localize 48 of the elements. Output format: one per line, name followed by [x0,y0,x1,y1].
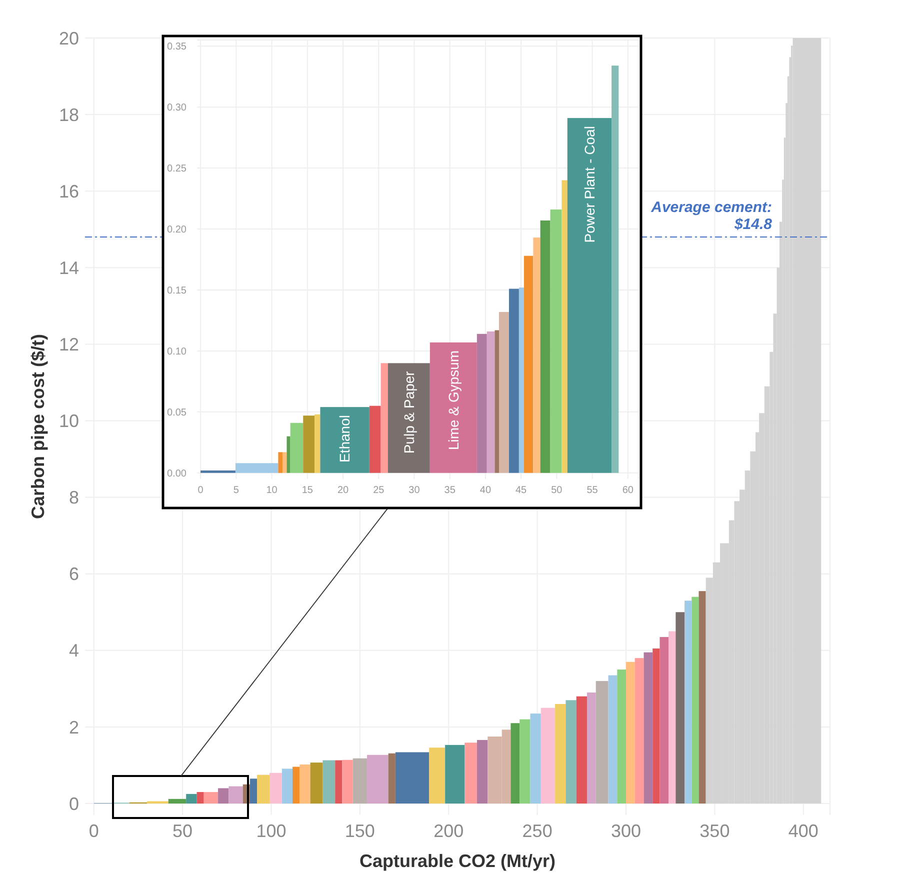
x-tick-label: 50 [551,485,563,496]
y-tick-label: 6 [68,564,79,584]
x-tick-label: 50 [172,821,193,841]
x-tick-label: 0 [88,821,99,841]
y-tick-label: 16 [58,181,79,202]
x-tick-label: 40 [480,485,492,496]
x-tick-label: 25 [373,485,385,496]
x-tick-label: 35 [444,485,456,496]
y-tick-label: 0.30 [167,102,187,114]
x-tick-label: 400 [788,821,818,841]
x-tick-label: 10 [266,485,278,496]
x-tick-label: 60 [622,485,634,496]
x-tick-label: 300 [610,821,642,841]
y-tick-label: 20 [58,28,79,48]
y-tick-label: 8 [68,488,79,508]
y-tick-label: 10 [58,411,79,432]
x-tick-label: 100 [256,821,286,841]
x-tick-label: 350 [700,821,730,841]
y-tick-label: 0.35 [167,42,187,53]
annotation: Pulp & Paper [400,370,417,454]
y-tick-label: 2 [68,717,79,738]
annotation: Ethanol [336,415,353,463]
y-tick-label: 0.25 [167,164,187,175]
ref-line-label: Average cement: $14.8 [650,199,773,234]
y-tick-label: 0.10 [167,346,187,358]
annotation: Power Plant - Coal [581,126,598,243]
x-tick-label: 250 [522,821,552,841]
x-tick-label: 200 [434,821,464,841]
y-axis-title: Carbon pipe cost ($/t) [28,334,48,520]
y-tick-label: 14 [58,258,79,278]
x-tick-label: 30 [408,485,420,496]
y-tick-label: 18 [58,104,79,125]
y-tick-label: 0.15 [167,285,187,296]
annotation: Lime & Gypsum [445,350,462,450]
y-tick-label: 0.00 [167,468,187,480]
x-tick-label: 20 [337,485,350,496]
y-tick-label: 0.05 [167,407,187,418]
x-tick-label: 45 [516,485,528,496]
y-tick-label: 4 [68,640,79,661]
x-tick-label: 150 [344,821,375,841]
x-tick-label: 5 [233,485,240,496]
y-tick-label: 12 [58,334,79,355]
x-tick-label: 0 [198,485,204,496]
x-tick-label: 55 [586,485,598,496]
x-axis-title: Capturable CO2 (Mt/yr) [359,851,556,871]
y-tick-label: 0.20 [167,224,187,236]
y-tick-label: 0 [68,794,79,814]
x-tick-label: 15 [302,485,314,496]
